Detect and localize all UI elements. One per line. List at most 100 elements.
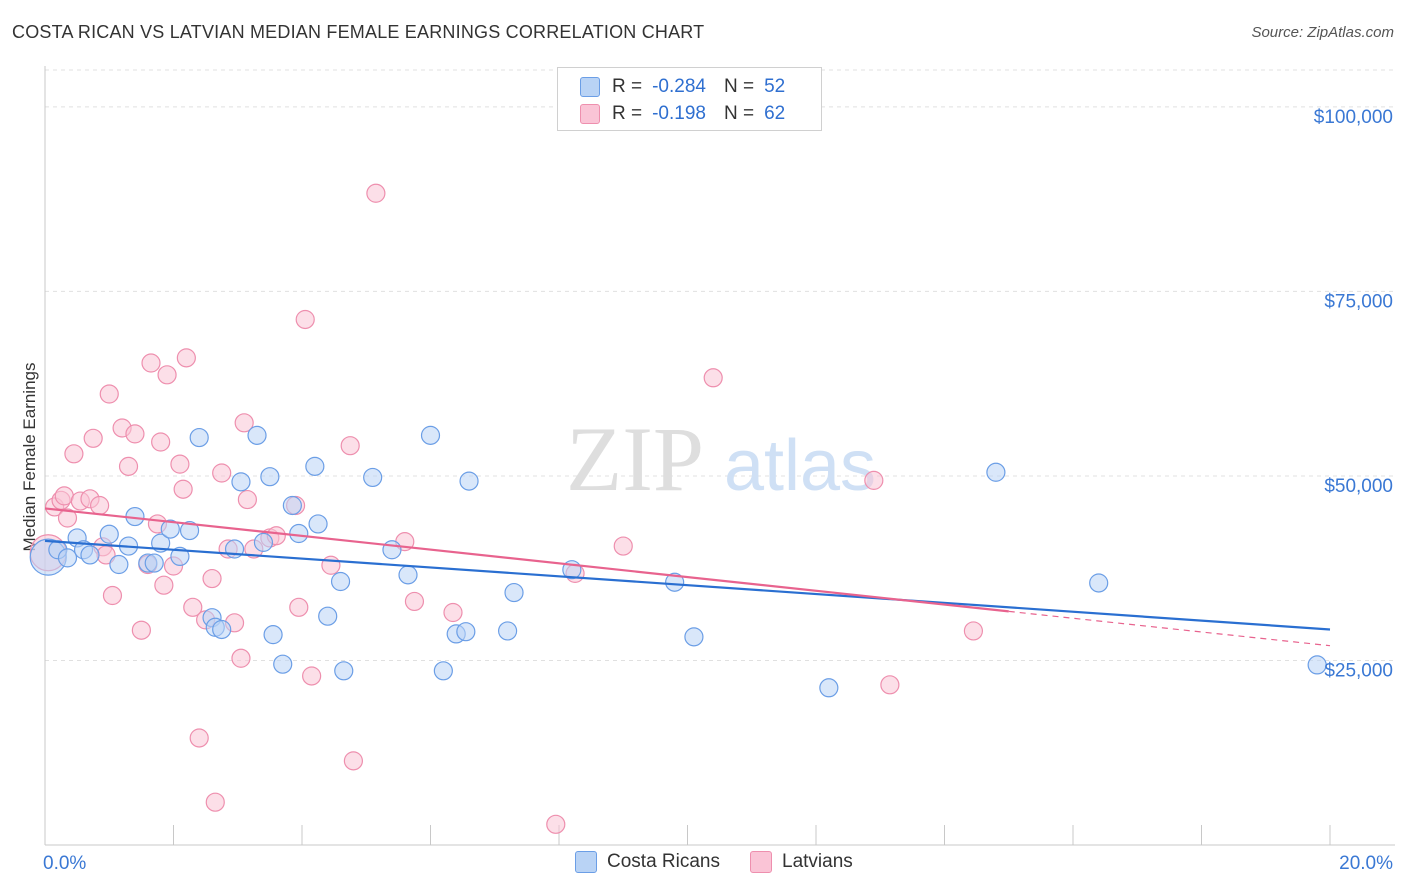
latvians-point	[231, 648, 251, 668]
costa-ricans-point	[289, 523, 309, 544]
costa-ricans-point	[212, 619, 232, 640]
costa-ricans-point	[684, 627, 704, 647]
source-label: Source: ZipAtlas.com	[1251, 24, 1394, 41]
latvians-point	[176, 348, 196, 368]
latvians-point	[963, 621, 984, 641]
costa-ricans-point	[253, 532, 274, 552]
costa-ricans-point	[170, 546, 190, 567]
costa-ricans-point	[398, 565, 418, 585]
latvians-point	[141, 353, 161, 373]
correlation-legend: R = -0.284 N = 52 R = -0.198 N = 62	[557, 67, 822, 131]
x-tick-label: 0.0%	[43, 853, 86, 874]
chart-title: COSTA RICAN VS LATVIAN MEDIAN FEMALE EAR…	[12, 22, 705, 42]
costa-ricans-point	[1307, 655, 1327, 675]
costa-ricans-point	[273, 654, 293, 674]
trend-lines	[44, 507, 1331, 647]
axis-tick-labels: $25,000 $50,000 $75,000 $100,000 0.0% 20.0%	[43, 107, 1393, 874]
watermark-zip: ZIP	[566, 408, 704, 510]
costa-ricans-point	[334, 661, 354, 681]
n-value: 52	[764, 76, 786, 97]
legend-row-costa-ricans: R = -0.284 N = 52	[580, 74, 785, 100]
legend-item-costa-ricans[interactable]: Costa Ricans	[575, 851, 720, 873]
costa-ricans-point	[80, 545, 100, 565]
costa-ricans-points	[29, 425, 1327, 698]
legend-label: Latvians	[782, 851, 853, 872]
gridlines	[45, 69, 1395, 661]
latvians-point	[173, 479, 193, 499]
costa-ricans-point	[318, 606, 338, 626]
latvians-point	[189, 728, 209, 748]
latvians-point	[170, 454, 190, 474]
costa-ricans-point	[498, 621, 518, 641]
latvians-point	[157, 365, 177, 385]
legend-swatch-blue	[575, 851, 597, 873]
latvians-point	[613, 536, 633, 556]
legend-swatch-pink	[750, 851, 772, 873]
costa-ricans-point	[433, 661, 453, 681]
costa-ricans-point	[819, 678, 839, 698]
legend-row-latvians: R = -0.198 N = 62	[580, 101, 785, 127]
latvians-point	[321, 555, 341, 575]
r-label: R =	[612, 76, 643, 97]
latvians-point	[295, 309, 315, 330]
costa-ricans-point	[330, 571, 351, 592]
costa-ricans-point	[665, 572, 685, 592]
costa-ricans-point	[263, 625, 283, 645]
watermark: ZIP atlas	[566, 408, 876, 510]
y-tick-label: $75,000	[1324, 291, 1393, 312]
costa-ricans-point	[986, 462, 1006, 482]
costa-ricans-point	[109, 554, 129, 575]
latvians-trend-line	[44, 507, 1009, 613]
legend-item-latvians[interactable]: Latvians	[750, 851, 853, 873]
legend-swatch-blue	[580, 77, 600, 97]
costa-ricans-point	[179, 520, 200, 541]
latvians-point	[102, 585, 123, 606]
x-tick-label: 20.0%	[1339, 853, 1393, 874]
latvians-point	[57, 508, 78, 528]
costa-ricans-point	[144, 553, 164, 573]
latvians-point	[546, 814, 566, 834]
y-tick-label: $100,000	[1314, 107, 1393, 128]
legend-swatch-pink	[580, 104, 600, 124]
costa-ricans-point	[456, 622, 476, 642]
latvians-point	[118, 456, 139, 476]
latvians-point	[90, 495, 110, 516]
latvians-point	[99, 384, 119, 404]
latvians-point	[205, 792, 225, 812]
latvians-point	[443, 602, 463, 623]
legend-label: Costa Ricans	[607, 851, 720, 872]
watermark-atlas: atlas	[724, 426, 876, 506]
latvians-point	[151, 432, 171, 452]
axes	[44, 66, 1395, 846]
r-value: -0.284	[652, 76, 706, 97]
latvians-trend-line-extrapolated	[1008, 610, 1331, 647]
latvians-point	[864, 470, 884, 490]
costa-ricans-point	[420, 425, 441, 445]
costa-ricans-point	[459, 471, 479, 491]
latvians-point	[302, 666, 322, 686]
latvians-point	[404, 591, 425, 612]
latvians-point	[234, 413, 254, 433]
costa-ricans-point	[1089, 573, 1109, 593]
latvians-point	[131, 620, 151, 640]
latvians-point	[183, 597, 203, 617]
latvians-point	[366, 183, 386, 203]
costa-ricans-point	[99, 524, 119, 544]
costa-ricans-point	[305, 456, 325, 476]
y-tick-label: $25,000	[1324, 660, 1393, 681]
y-tick-label: $50,000	[1324, 476, 1393, 497]
costa-ricans-point	[189, 427, 209, 448]
costa-ricans-point	[382, 540, 402, 560]
series-legend: Costa Ricans Latvians	[575, 851, 883, 873]
latvians-point	[64, 444, 84, 464]
costa-ricans-point	[260, 467, 280, 487]
costa-ricans-point	[247, 425, 267, 445]
latvians-point	[202, 568, 222, 589]
costa-ricans-point	[160, 519, 180, 539]
latvians-point	[343, 751, 363, 771]
n-value: 62	[764, 103, 786, 124]
costa-ricans-point	[504, 582, 524, 603]
latvians-point	[340, 436, 360, 456]
r-value: -0.198	[652, 103, 706, 124]
